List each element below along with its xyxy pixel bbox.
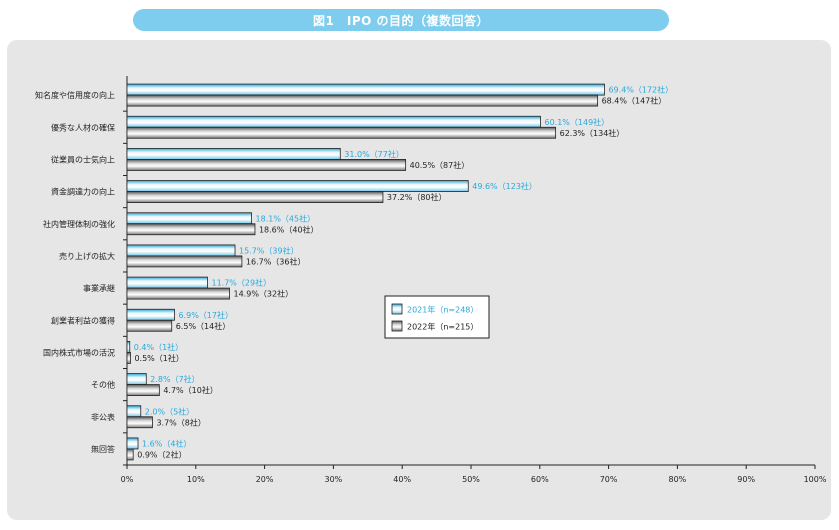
data-label-2021: 69.4%（172社） bbox=[608, 85, 673, 95]
data-label-2021: 6.9%（17社） bbox=[178, 310, 233, 320]
chart-title: 図1 IPO の目的（複数回答） bbox=[133, 9, 669, 31]
x-tick-label: 90% bbox=[737, 475, 755, 484]
x-tick-label: 40% bbox=[393, 475, 411, 484]
bar-2022 bbox=[126, 223, 256, 236]
bar-2022 bbox=[126, 191, 384, 203]
data-label-2021: 15.7%（39社） bbox=[239, 245, 299, 255]
category-label: 優秀な人材の確保 bbox=[51, 122, 115, 132]
x-tick-label: 100% bbox=[804, 475, 827, 484]
category-label: 知名度や信用度の向上 bbox=[35, 90, 115, 100]
bar-2021 bbox=[126, 115, 541, 128]
data-label-2022: 0.5%（1社） bbox=[134, 353, 183, 363]
x-tick-label: 70% bbox=[600, 475, 618, 484]
x-tick-label: 10% bbox=[187, 475, 205, 484]
x-tick-label: 80% bbox=[669, 475, 687, 484]
bar-2022 bbox=[126, 384, 160, 396]
bar-2021 bbox=[126, 373, 147, 385]
bar-2022 bbox=[126, 159, 407, 171]
bar-2022 bbox=[126, 448, 134, 461]
data-label-2022: 14.9%（32社） bbox=[234, 289, 294, 299]
x-tick-label: 0% bbox=[121, 475, 134, 484]
bar-2021 bbox=[126, 83, 605, 96]
category-label: 創業者利益の獲得 bbox=[51, 315, 115, 325]
x-tick-label: 60% bbox=[531, 475, 549, 484]
bar-2022 bbox=[126, 126, 557, 139]
data-label-2022: 40.5%（87社） bbox=[410, 160, 470, 170]
bar-2021 bbox=[126, 244, 236, 257]
category-label: 資金調達力の向上 bbox=[51, 187, 115, 197]
data-label-2022: 62.3%（134社） bbox=[560, 128, 625, 138]
legend-swatch-2021 bbox=[391, 303, 403, 315]
bar-2021 bbox=[126, 180, 469, 192]
data-label-2022: 4.7%（10社） bbox=[163, 385, 218, 395]
data-label-2021: 31.0%（77社） bbox=[344, 149, 404, 159]
x-tick-label: 50% bbox=[462, 475, 480, 484]
category-label: 従業員の士気向上 bbox=[51, 154, 115, 164]
data-label-2022: 18.6%（40社） bbox=[259, 224, 319, 234]
bar-2021 bbox=[126, 437, 139, 450]
legend-swatch-2022 bbox=[391, 320, 403, 332]
data-label-2021: 2.8%（7社） bbox=[150, 374, 199, 384]
data-label-2022: 6.5%（14社） bbox=[176, 321, 231, 331]
x-tick-label: 30% bbox=[325, 475, 343, 484]
legend-label-2022: 2022年（n=215） bbox=[407, 322, 478, 332]
data-label-2022: 68.4%（147社） bbox=[602, 96, 667, 106]
bar-2022 bbox=[126, 416, 153, 429]
bar-2021 bbox=[126, 341, 131, 353]
bar-2022 bbox=[126, 94, 598, 107]
category-label: 売り上げの拡大 bbox=[59, 251, 115, 261]
category-label: 非公表 bbox=[91, 412, 115, 422]
data-label-2021: 60.1%（149社） bbox=[544, 117, 609, 127]
category-label: その他 bbox=[91, 380, 115, 390]
category-label: 無回答 bbox=[91, 444, 115, 454]
data-label-2021: 0.4%（1社） bbox=[134, 342, 183, 352]
bar-2021 bbox=[126, 308, 175, 321]
data-label-2022: 37.2%（80社） bbox=[387, 192, 447, 202]
bar-2021 bbox=[126, 276, 208, 289]
data-label-2021: 49.6%（123社） bbox=[472, 181, 537, 191]
data-label-2021: 2.0%（5社） bbox=[145, 406, 194, 416]
category-label: 社内管理体制の強化 bbox=[43, 219, 115, 229]
data-label-2021: 11.7%（29社） bbox=[211, 278, 271, 288]
x-tick-label: 20% bbox=[256, 475, 274, 484]
bar-2021 bbox=[126, 148, 341, 160]
data-label-2021: 18.1%（45社） bbox=[256, 213, 316, 223]
data-label-2021: 1.6%（4社） bbox=[142, 438, 191, 448]
bar-2021 bbox=[126, 405, 142, 418]
bar-2022 bbox=[126, 319, 173, 332]
data-label-2022: 16.7%（36社） bbox=[246, 256, 306, 266]
category-label: 国内株式市場の活況 bbox=[43, 347, 115, 357]
legend-box bbox=[384, 295, 490, 339]
data-label-2022: 0.9%（2社） bbox=[137, 449, 186, 459]
bar-2022 bbox=[126, 255, 243, 268]
legend-label-2021: 2021年（n=248） bbox=[407, 305, 478, 315]
bar-2022 bbox=[126, 287, 230, 300]
bar-2021 bbox=[126, 212, 252, 225]
data-label-2022: 3.7%（8社） bbox=[156, 417, 205, 427]
bar-2022 bbox=[126, 352, 131, 364]
category-label: 事業承継 bbox=[83, 283, 115, 293]
